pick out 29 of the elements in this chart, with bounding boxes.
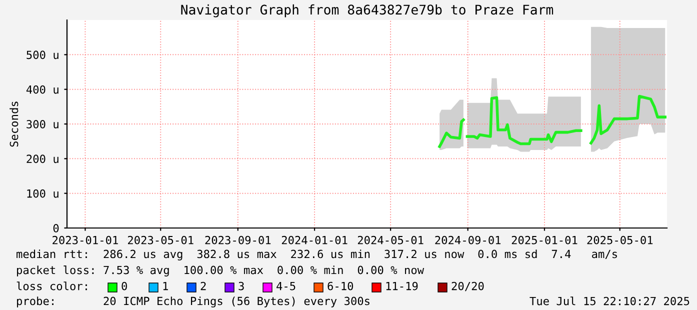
- text: 0: [122, 282, 127, 290]
- y-tick-label: 0: [53, 224, 59, 232]
- y-tick-label: 500 u: [26, 50, 58, 60]
- y-tick-label: 300 u: [26, 120, 58, 128]
- text: loss color:: [16, 282, 87, 290]
- x-tick-label: 2025-05-01: [587, 236, 653, 244]
- x-tick-label: 2024-05-01: [358, 236, 424, 244]
- x-tick-label: 2025-01-01: [512, 236, 578, 244]
- y-tick-label: 200 u: [26, 154, 58, 164]
- x-tick-label: 2023-05-01: [128, 236, 194, 244]
- chart-title: Navigator Graph from 8a643827e79b to Praze Farm: [181, 4, 554, 18]
- text: 6-10: [328, 282, 354, 290]
- text: probe: 20 ICMP Echo Pings (56 Bytes) every 300s: [17, 296, 370, 308]
- y-tick-label: 100 u: [27, 189, 58, 198]
- y-tick-label: 400 u: [26, 85, 58, 94]
- x-tick-label: 2024-01-01: [282, 236, 348, 244]
- text: median rtt: 286.2 us avg 382.8 us max 232.6 us min 317.2 us now 0.0 ms sd 7.4 am/s: [16, 250, 617, 260]
- x-tick-label: 2023-01-01: [52, 236, 118, 244]
- text: Tue Jul 15 22:10:27 2025: [530, 296, 690, 306]
- x-tick-label: 2024-09-01: [435, 236, 501, 244]
- x-tick-label: 2023-09-01: [205, 236, 271, 244]
- text: 1: [163, 282, 168, 290]
- y-axis-title: Seconds: [10, 102, 18, 147]
- text: packet loss: 7.53 % avg 100.00 % max 0.00 % min 0.00 % now: [17, 266, 424, 276]
- text: 20/20: [452, 282, 484, 292]
- text: 2: [200, 282, 206, 290]
- text: 3: [238, 282, 244, 290]
- text: 4-5: [276, 282, 296, 290]
- text: 11-19: [386, 282, 418, 290]
